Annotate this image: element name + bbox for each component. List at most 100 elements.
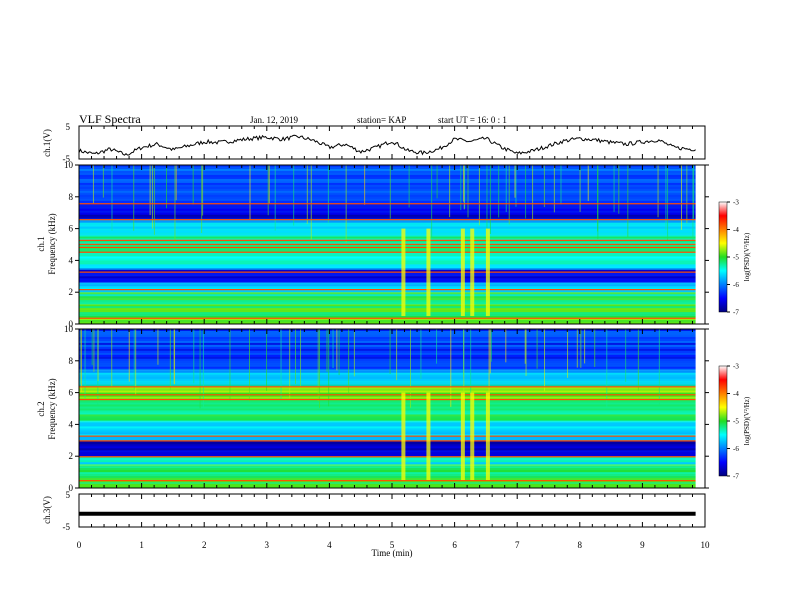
ch1-colorbar-tick-label: -5 [733,254,739,262]
time-tick-label: 1 [139,540,144,550]
ch1-spectrogram-texture-row [79,172,705,175]
ch2-spectrogram-sferic-streak [80,329,82,384]
ch1-spectrogram-texture-row [79,236,705,239]
ch2-spectrogram-sferic-streak [396,329,398,381]
ch2-colorbar-tick-label: -3 [733,363,739,371]
ch1-spectrogram-texture-row [79,280,705,283]
ch1-spectrogram-texture-row [79,204,705,207]
ch2-spectrogram-texture-row [79,334,705,337]
ch2-spectrogram-texture-row [79,372,705,375]
ch2-spectrogram-narrowband-line [79,394,705,396]
ch1-spectrogram-sferic-streak [686,165,688,224]
ch2-spectrogram-texture-row [79,360,705,363]
ch2-spectrogram-sferic-streak [336,329,338,371]
ch1-spectrogram-sferic-streak [667,165,669,242]
ch1-spectrogram-sferic-streak [449,165,451,218]
ch1-spectrogram-texture-row [79,244,705,247]
ch1-spectrogram-ytick-label: 2 [69,287,74,297]
ch2-spectrogram-sferic-streak [91,329,93,366]
ch2-spectrogram-narrowband-line [79,386,705,388]
ch2-spectrogram-sferic-streak [266,329,268,391]
ch2-spectrogram-sferic-streak [353,329,355,377]
ch1-spectrogram-texture-row [79,196,705,199]
ch1-colorbar-scale [718,201,728,313]
ch2-spectrogram-texture-row [79,474,705,477]
ch2-spectrogram-burst [426,392,431,481]
ch2-spectrogram-texture-row [79,366,705,369]
ch1-spectrogram-texture-row [79,214,705,217]
ch2-spectrogram-burst [460,392,465,481]
ch2-spectrogram-texture-row [79,424,705,427]
ch1-spectrogram-texture-row [79,178,705,181]
ch1-spectrogram-sferic-streak [431,165,433,237]
ch1-spectrogram-texture-row [79,314,705,317]
ch1-spectrogram-sferic-streak [587,165,589,202]
ch2-spectrogram-texture-row [79,384,705,387]
ch2-spectrogram-sferic-streak [332,329,334,369]
ch1-spectrogram-sferic-streak [249,165,251,220]
ch3-ytick-top: 5 [66,490,71,500]
ch1-spectrogram-burst [485,228,490,317]
ch1-spectrogram-texture-row [79,286,705,289]
ch1-spectrogram-texture-row [79,278,705,281]
ch2-spectrogram-sferic-streak [450,329,452,407]
ch1-spectrogram-texture-row [79,272,705,275]
ch1-spectrogram-texture-row [79,176,705,179]
ch2-spectrogram-ytick-label: 8 [69,356,74,366]
ch2-spectrogram-texture-row [79,454,705,457]
ch1-spectrogram-texture-row [79,310,705,313]
ch2-spectrogram-texture-row [79,354,705,357]
ch1-spectrogram-sferic-streak [597,165,599,240]
ch2-spectrogram-ytick-label: 0 [69,483,74,493]
ch2-spectrogram-texture-row [79,346,705,349]
ch2-spectrogram-texture-row [79,370,705,373]
ch1-spectrogram-texture-row [79,230,705,233]
ch1-spectrogram-sferic-streak [505,165,507,212]
ch1-spectrogram-burst [426,228,431,317]
ch1-spectrogram-sferic-streak [681,165,683,230]
ch2-spectrogram-texture-row [79,446,705,449]
ch1-spectrogram-texture-row [79,298,705,301]
ch2-spectrogram-sferic-streak [409,329,411,408]
ch1-spectrogram-texture-row [79,290,705,293]
ch2-spectrogram-texture-row [79,368,705,371]
ch1-spectrogram-sferic-streak [151,165,153,229]
ch1-spectrogram-sferic-streak [514,165,516,198]
ch1-spectrogram-texture-row [79,206,705,209]
ch1-spectrogram-sferic-streak [92,165,94,204]
ch2-spectrogram-sferic-streak [489,329,491,374]
ch2-spectrogram-texture-row [79,460,705,463]
time-axis-tick-labels: 0 1 2 3 4 5 6 7 8 9 10 [77,540,710,550]
ch2-spectrogram-texture-row [79,336,705,339]
ch2-spectrogram-burst [485,392,490,481]
ch2-spectrogram-narrowband-line [79,435,705,437]
ch2-spectrogram-texture-row [79,448,705,451]
ch2-spectrogram-sferic-streak [420,329,422,379]
ch2-colorbar-label: log(PSD)(V²/Hz) [743,396,751,445]
ch1-spectrogram-texture-row [79,274,705,277]
ch2-spectrogram-sferic-streak [97,329,99,381]
time-tick-label: 2 [202,540,207,550]
ch2-spectrogram-sferic-streak [326,329,328,372]
ch2-spectrogram-sferic-streak [470,329,472,403]
ch2-spectrogram-texture-row [79,444,705,447]
ch3-ytick-bottom: -5 [63,522,71,532]
ch2-spectrogram-sferic-streak [300,329,302,386]
ch1-spectrogram-texture-row [79,304,705,307]
ch2-spectrogram-texture-row [79,418,705,421]
ch1-spectrogram-sferic-streak [175,165,177,201]
ch2-spectrogram-texture-row [79,466,705,469]
ch2-spectrogram-texture-row [79,434,705,437]
ch1-spectrogram-sferic-streak [665,165,667,230]
ch1-spectrogram-sferic-streak [306,165,308,224]
ch1-spectrogram-sferic-streak [153,165,155,235]
ch2-spectrogram-sferic-streak [173,329,175,384]
ch2-spectrogram-narrowband-line [79,456,705,458]
ch1-colorbar-label: log(PSD)(V²/Hz) [743,232,751,281]
station-label: station= KAP [357,115,406,125]
ch2-spectrogram-sferic-streak [169,329,171,391]
ch1-spectrogram-narrowband-line [79,243,705,245]
ch2-spectrogram-texture-row [79,420,705,423]
ch2-spectrogram-texture-row [79,376,705,379]
ch2-spectrogram-ytick-label: 6 [69,388,74,398]
